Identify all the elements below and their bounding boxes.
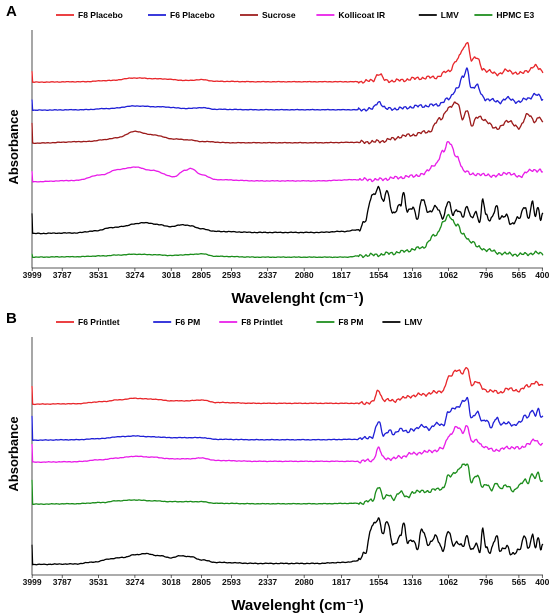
x-tick-label: 565 bbox=[512, 577, 526, 587]
x-tick-label: 3274 bbox=[125, 577, 144, 587]
series-line-lmv bbox=[31, 185, 544, 235]
x-tick-label: 3018 bbox=[162, 270, 181, 280]
x-tick-label: 2080 bbox=[295, 270, 314, 280]
x-tick-label: 1062 bbox=[439, 577, 458, 587]
x-tick-label: 3531 bbox=[89, 577, 108, 587]
panel-a-letter: A bbox=[6, 3, 17, 20]
x-tick-label: 1817 bbox=[332, 577, 351, 587]
legend-label: Kollicoat IR bbox=[338, 10, 385, 20]
x-axis-label-b: Wavelenght (cm⁻¹) bbox=[231, 597, 363, 614]
chart-panel-b: B F6 Printlet F6 PM F8 Printlet F8 PM LMV 39… bbox=[0, 307, 550, 614]
series-line-sucrose bbox=[31, 101, 544, 145]
x-tick-label: 3787 bbox=[53, 270, 72, 280]
series-line-f6-placebo bbox=[31, 67, 544, 112]
y-axis-label-b: Absorbance bbox=[6, 416, 21, 491]
legend-label: HPMC E3 bbox=[496, 10, 534, 20]
legend-label: F6 PM bbox=[175, 317, 200, 327]
x-tick-label: 1316 bbox=[403, 577, 422, 587]
series-group-b bbox=[31, 366, 544, 566]
legend-label: F8 Printlet bbox=[241, 317, 283, 327]
x-tick-label: 400 bbox=[535, 270, 549, 280]
x-tick-label: 2593 bbox=[222, 270, 241, 280]
x-tick-label: 1316 bbox=[403, 270, 422, 280]
x-tick-label: 400 bbox=[535, 577, 549, 587]
x-tick-label: 565 bbox=[512, 270, 526, 280]
y-axis-label-a: Absorbance bbox=[6, 109, 21, 184]
chart-b-svg: B F6 Printlet F6 PM F8 Printlet F8 PM LMV 39… bbox=[6, 310, 550, 614]
x-tick-label: 2080 bbox=[295, 577, 314, 587]
series-group-a bbox=[31, 41, 544, 259]
x-tick-label: 1554 bbox=[369, 577, 388, 587]
chart-a-svg: A F8 Placebo F6 Placebo Sucrose Kollicoat I… bbox=[6, 3, 550, 307]
panel-b-letter: B bbox=[6, 310, 17, 327]
x-tick-label: 3787 bbox=[53, 577, 72, 587]
x-tick-label: 1062 bbox=[439, 270, 458, 280]
x-tick-label: 3999 bbox=[23, 270, 42, 280]
x-tick-label: 1554 bbox=[369, 270, 388, 280]
x-tick-label: 1817 bbox=[332, 270, 351, 280]
x-ticks-b: 3999 3787 3531 3274 3018 2805 2593 2337 2080 1817… bbox=[23, 575, 550, 587]
series-line-f8-placebo bbox=[31, 41, 544, 84]
x-tick-label: 2337 bbox=[258, 270, 277, 280]
x-tick-label: 3018 bbox=[162, 577, 181, 587]
series-line-f6-printlet bbox=[31, 366, 544, 406]
legend-label: F6 Printlet bbox=[78, 317, 120, 327]
series-line-f8-printlet bbox=[31, 425, 543, 464]
legend-label: LMV bbox=[441, 10, 459, 20]
legend-label: F8 Placebo bbox=[78, 10, 123, 20]
x-tick-label: 3274 bbox=[125, 270, 144, 280]
legend-label: F6 Placebo bbox=[170, 10, 215, 20]
x-tick-label: 2805 bbox=[192, 270, 211, 280]
x-tick-label: 2337 bbox=[258, 577, 277, 587]
legend-label: F8 PM bbox=[338, 317, 363, 327]
x-tick-label: 2593 bbox=[222, 577, 241, 587]
x-ticks-a: 3999 3787 3531 3274 3018 2805 2593 2337 2080 1817… bbox=[23, 268, 550, 280]
series-line-hpmc-e3 bbox=[31, 213, 544, 259]
series-line-f6-pm bbox=[31, 396, 544, 442]
series-line-f8-pm bbox=[31, 463, 544, 506]
chart-panel-a: A F8 Placebo F6 Placebo Sucrose Kollicoat I… bbox=[6, 3, 550, 307]
legend-a: F8 Placebo F6 Placebo Sucrose Kollicoat IR L… bbox=[56, 10, 534, 20]
legend-b: F6 Printlet F6 PM F8 Printlet F8 PM LMV bbox=[56, 317, 423, 327]
legend-label: LMV bbox=[404, 317, 422, 327]
legend-label: Sucrose bbox=[262, 10, 296, 20]
x-tick-label: 3999 bbox=[23, 577, 42, 587]
x-tick-label: 796 bbox=[479, 577, 493, 587]
x-tick-label: 2805 bbox=[192, 577, 211, 587]
x-tick-label: 3531 bbox=[89, 270, 108, 280]
series-line-lmv bbox=[31, 517, 544, 566]
x-axis-label-a: Wavelenght (cm⁻¹) bbox=[231, 290, 363, 307]
x-tick-label: 796 bbox=[479, 270, 493, 280]
series-line-kollicoat-ir bbox=[31, 141, 544, 183]
